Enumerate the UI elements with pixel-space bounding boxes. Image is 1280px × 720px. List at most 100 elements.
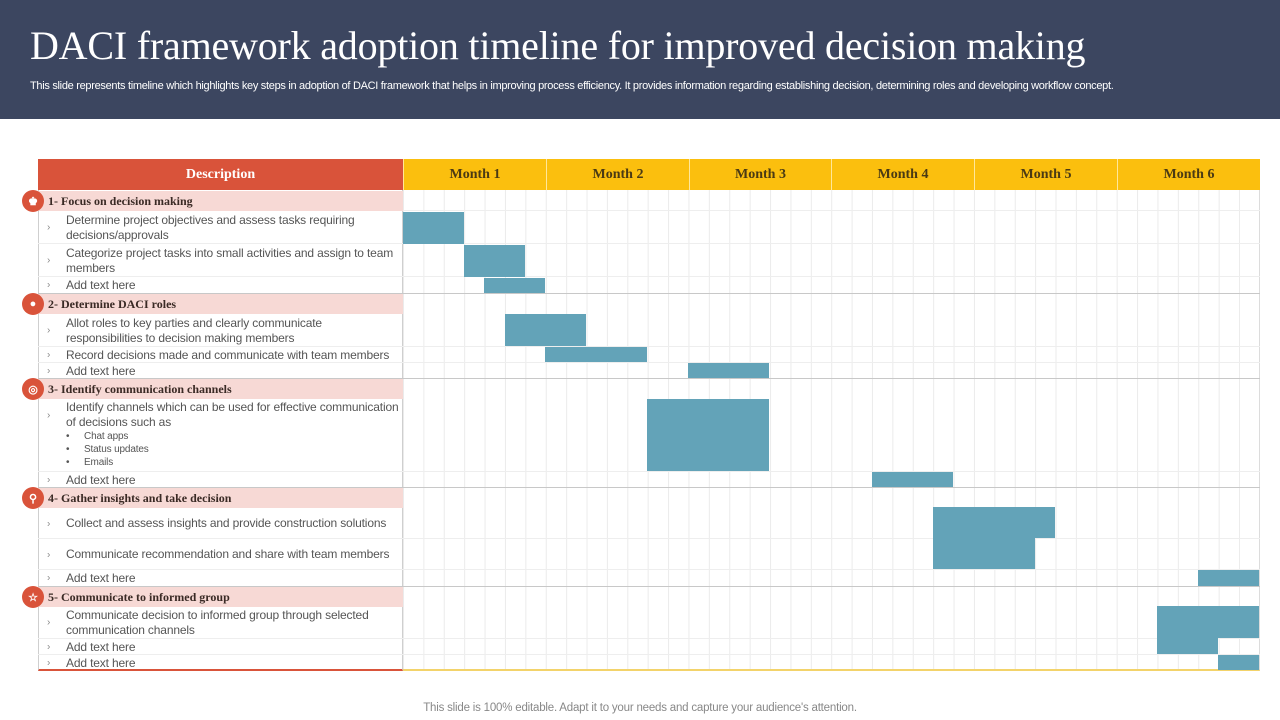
month-header-1: Month 1 [403,159,546,190]
task-text: Add text here [66,363,136,378]
table-row [38,277,1260,294]
section-title: 4- Gather insights and take decision [48,490,232,505]
timeline-grid [403,190,1260,671]
gantt-bar-3-2 [872,472,953,487]
insight-search-icon: ⚲ [22,487,44,509]
task-text: Communicate decision to informed group t… [66,608,369,637]
task-text: Record decisions made and communicate wi… [66,347,390,362]
table-row [38,472,1260,488]
table-row [38,211,1260,244]
chevron-right-icon: › [47,641,51,653]
task-text: Communicate recommendation and share wit… [66,547,390,561]
section-4-label: ⚲ 4- Gather insights and take decision [22,487,403,509]
task-4-1: › Collect and assess insights and provid… [38,508,403,539]
month-header-4: Month 4 [831,159,974,190]
task-5-3: › Add text here [38,655,403,671]
gantt-bar-5-1 [1157,606,1259,638]
gantt-bar-5-3 [1218,655,1259,670]
section-title: 1- Focus on decision making [48,193,193,208]
table-row [38,570,1260,587]
task-2-2: › Record decisions made and communicate … [38,347,403,363]
task-4-2: › Communicate recommendation and share w… [38,539,403,570]
gantt-bar-2-3 [688,363,769,378]
month-header-3: Month 3 [689,159,831,190]
gantt-bar-5-2 [1157,637,1218,654]
chevron-right-icon: › [47,325,51,336]
gantt-bar-1-3 [484,278,545,293]
section-row [38,190,1260,211]
month-header-2: Month 2 [546,159,689,190]
gantt-bar-2-2 [545,347,647,362]
page-title: DACI framework adoption timeline for imp… [30,23,1086,68]
chevron-right-icon: › [47,410,51,421]
table-row [38,399,1260,472]
table-row [38,347,1260,363]
gantt-bar-2-1 [505,314,586,346]
section-2-label: ● 2- Determine DACI roles [22,293,403,315]
chevron-right-icon: › [47,365,51,377]
network-group-icon: ☆ [22,586,44,608]
title-banner: DACI framework adoption timeline for imp… [0,0,1280,119]
task-1-1: › Determine project objectives and asses… [38,212,403,244]
chevron-right-icon: › [47,549,51,560]
task-3-2: › Add text here [38,472,403,488]
chevron-right-icon: › [47,657,51,669]
team-structure-icon: ♚ [22,190,44,212]
task-5-2: › Add text here [38,639,403,655]
task-text: Allot roles to key parties and clearly c… [66,316,322,345]
chevron-right-icon: › [47,617,51,628]
month-header-5: Month 5 [974,159,1117,190]
people-group-icon: ● [22,293,44,315]
task-2-3: › Add text here [38,363,403,379]
chevron-right-icon: › [47,474,51,486]
bullet-item: Chat apps [66,430,401,443]
task-text: Add text here [66,472,136,487]
section-title: 5- Communicate to informed group [48,589,230,604]
task-1-2: › Categorize project tasks into small ac… [38,245,403,277]
gantt-bar-1-2 [464,245,525,277]
task-1-3: › Add text here [38,277,403,293]
gantt-bar-3-1 [647,399,769,471]
gantt-bar-4-3 [1198,570,1259,586]
gantt-bar-1-1 [403,212,464,244]
page-subtitle: This slide represents timeline which hig… [30,80,1114,92]
section-title: 3- Identify communication channels [48,381,232,396]
table-row [38,508,1260,539]
chevron-right-icon: › [47,279,51,291]
task-5-1: › Communicate decision to informed group… [38,607,403,639]
chevron-right-icon: › [47,518,51,529]
bullet-list: Chat apps Status updates Emails [66,430,401,469]
table-row [38,639,1260,655]
gantt-table: Description Month 1 Month 2 Month 3 Mont… [22,159,1260,671]
chevron-right-icon: › [47,222,51,233]
task-text: Collect and assess insights and provide … [66,516,387,530]
description-header: Description [38,159,403,190]
footer-note: This slide is 100% editable. Adapt it to… [423,702,857,714]
table-row [38,607,1260,639]
chevron-right-icon: › [47,349,51,361]
gantt-bar-4-1 [933,507,1055,538]
chevron-right-icon: › [47,572,51,584]
section-1-label: ♚ 1- Focus on decision making [22,190,403,212]
gantt-bar-4-2 [933,537,1035,569]
task-text: Add text here [66,277,136,292]
table-row [38,314,1260,347]
section-title: 2- Determine DACI roles [48,296,177,311]
section-3-label: ◎ 3- Identify communication channels [22,378,403,400]
month-header-6: Month 6 [1117,159,1260,190]
bullet-item: Status updates [66,443,401,456]
task-text: Add text here [66,570,136,585]
task-2-1: › Allot roles to key parties and clearly… [38,315,403,347]
table-row [38,539,1260,570]
task-text: Identify channels which can be used for … [66,400,399,429]
task-4-3: › Add text here [38,570,403,586]
chevron-right-icon: › [47,255,51,266]
table-row [38,244,1260,277]
table-row [38,363,1260,379]
task-text: Categorize project tasks into small acti… [66,246,394,275]
task-text: Add text here [66,639,136,654]
task-3-1: › Identify channels which can be used fo… [38,400,403,472]
bullet-item: Emails [66,456,401,469]
section-5-label: ☆ 5- Communicate to informed group [22,586,403,608]
task-text: Add text here [66,655,136,670]
